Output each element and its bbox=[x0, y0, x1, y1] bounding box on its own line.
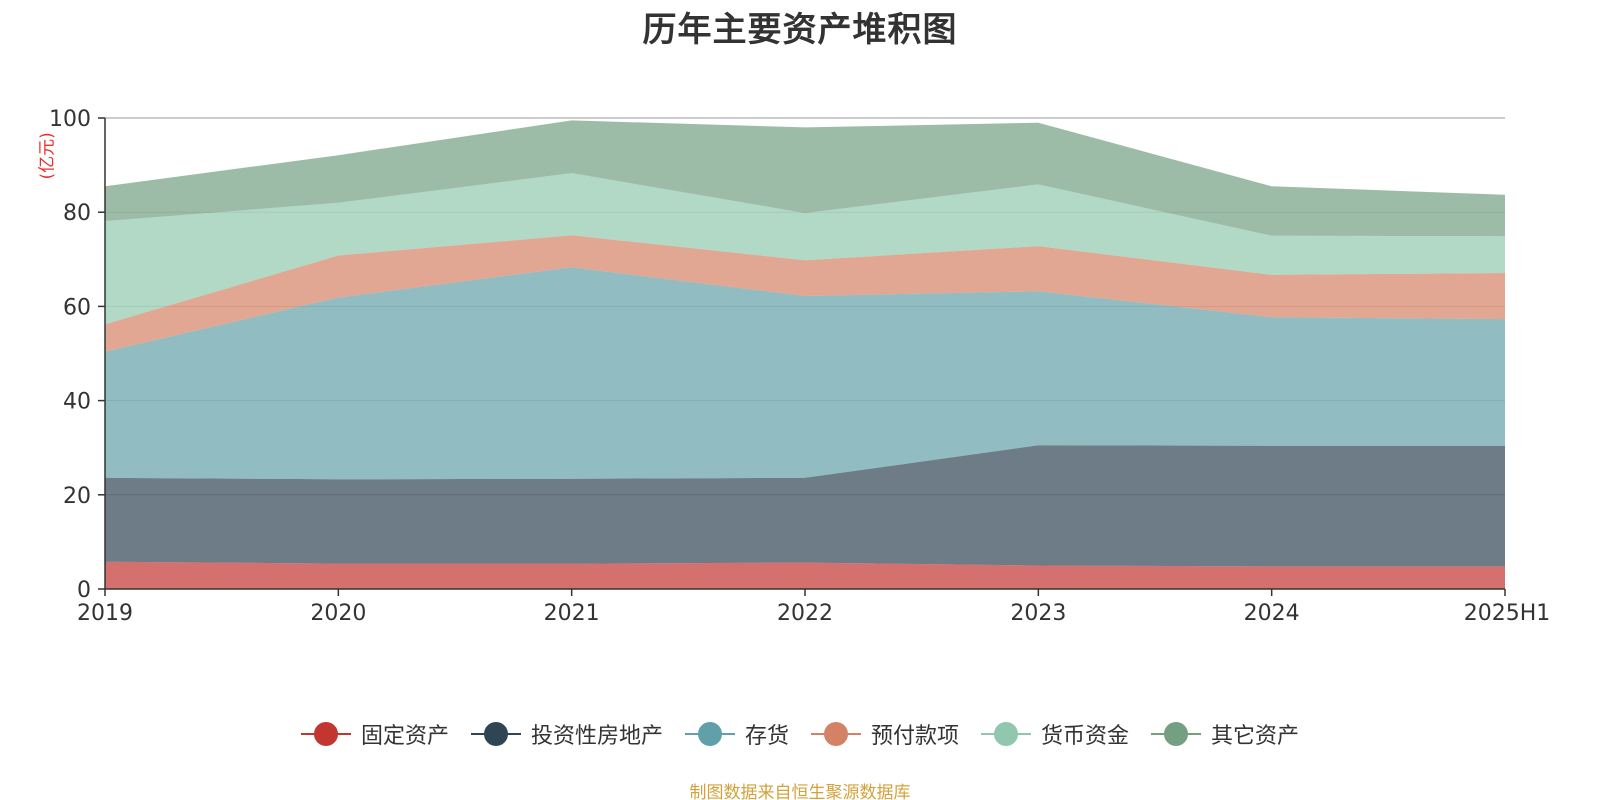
x-tick-label: 2021 bbox=[544, 601, 600, 626]
legend-label: 存货 bbox=[744, 724, 789, 749]
legend-item[interactable]: 存货 bbox=[684, 718, 789, 750]
area-投资性房地产 bbox=[105, 445, 1505, 567]
legend: 固定资产 投资性房地产 存货 预付款项 货币资金 其它资产 bbox=[0, 718, 1600, 750]
x-tick-label: 2019 bbox=[77, 601, 133, 626]
x-tick-label: 2024 bbox=[1244, 601, 1300, 626]
chart-title: 历年主要资产堆积图 bbox=[642, 10, 958, 50]
axes: 0 20 40 60 80 100 2019 2020 2021 2022 2023 2024 2025… bbox=[49, 107, 1550, 626]
x-tick-label: 2023 bbox=[1010, 601, 1066, 626]
legend-item[interactable]: 货币资金 bbox=[981, 718, 1129, 750]
legend-marker bbox=[300, 722, 351, 746]
y-tick-label: 0 bbox=[77, 578, 91, 603]
legend-marker bbox=[811, 722, 861, 746]
x-tick-label: 2020 bbox=[310, 601, 366, 626]
legend-label: 预付款项 bbox=[871, 724, 960, 749]
area-其它资产 bbox=[105, 120, 1505, 237]
stacked-area-chart: 0 20 40 60 80 100 2019 2020 2021 2022 2023 2024 2025… bbox=[49, 107, 1550, 626]
y-tick-label: 80 bbox=[63, 201, 91, 226]
y-tick-label: 60 bbox=[63, 295, 91, 320]
area-固定资产 bbox=[105, 561, 1505, 589]
legend-item[interactable]: 预付款项 bbox=[811, 718, 959, 750]
x-tick-label: 2022 bbox=[777, 601, 833, 626]
area-货币资金 bbox=[105, 173, 1505, 325]
legend-item[interactable]: 固定资产 bbox=[300, 718, 449, 750]
source-note: 制图数据来自恒生聚源数据库 bbox=[689, 783, 911, 800]
area-series bbox=[105, 120, 1505, 589]
area-存货 bbox=[105, 267, 1505, 480]
y-tick-label: 20 bbox=[63, 484, 91, 509]
y-tick-label: 40 bbox=[63, 390, 91, 415]
legend-label: 投资性房地产 bbox=[530, 724, 663, 749]
legend-label: 货币资金 bbox=[1041, 724, 1130, 749]
legend-label: 固定资产 bbox=[360, 724, 449, 749]
y-tick-label: 100 bbox=[49, 107, 91, 132]
legend-marker bbox=[684, 722, 735, 746]
legend-marker bbox=[470, 722, 521, 746]
legend-item[interactable]: 投资性房地产 bbox=[470, 718, 663, 750]
legend-item[interactable]: 其它资产 bbox=[1151, 718, 1299, 750]
area-预付款项 bbox=[105, 235, 1505, 352]
legend-marker bbox=[1151, 722, 1202, 746]
legend-marker bbox=[981, 722, 1032, 746]
legend-label: 其它资产 bbox=[1211, 724, 1300, 749]
x-tick-label: 2025H1 bbox=[1464, 601, 1551, 626]
